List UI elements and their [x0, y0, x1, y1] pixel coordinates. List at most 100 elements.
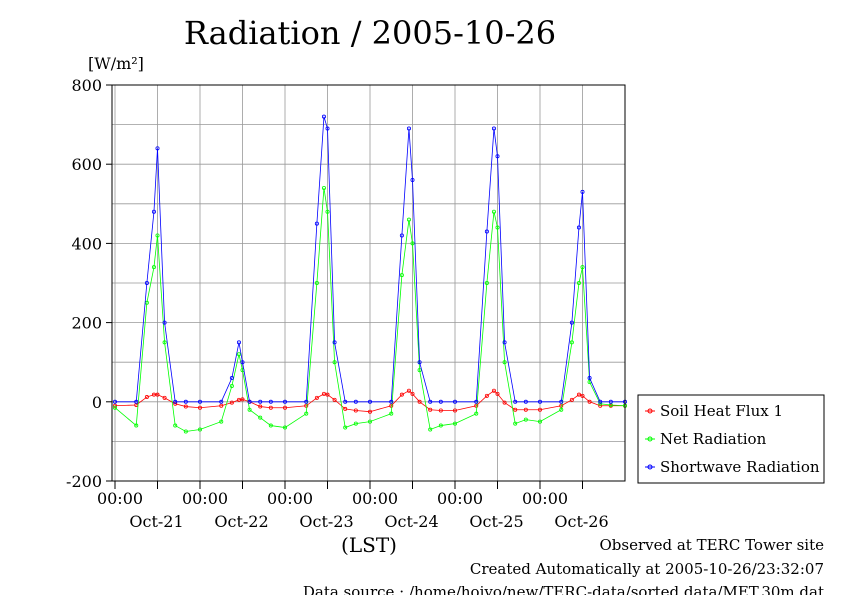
data-point [173, 399, 178, 404]
data-point [197, 427, 202, 432]
data-point [484, 280, 489, 285]
legend-label: Net Radiation [660, 430, 767, 448]
y-unit-label: [W/m²] [88, 54, 144, 73]
data-point [258, 399, 263, 404]
data-point [502, 340, 507, 345]
data-point [144, 280, 149, 285]
data-point [134, 423, 139, 428]
credits-observed: Observed at TERC Tower site [599, 536, 824, 554]
data-point [587, 399, 592, 404]
data-point [495, 154, 500, 159]
x-tick-date: Oct-26 [554, 512, 608, 531]
data-point [523, 407, 528, 412]
data-point [268, 399, 273, 404]
data-point [304, 403, 309, 408]
data-point [452, 399, 457, 404]
credits-created: Created Automatically at 2005-10-26/23:3… [469, 559, 824, 578]
data-point [258, 415, 263, 420]
data-point [314, 395, 319, 400]
series-line-0 [114, 390, 625, 413]
y-tick-label: 800 [71, 76, 102, 95]
data-point [523, 399, 528, 404]
data-point [417, 399, 422, 404]
data-point [151, 265, 156, 270]
data-point [332, 360, 337, 365]
y-tick-label: 200 [71, 314, 102, 333]
data-point [343, 425, 348, 430]
data-point [304, 411, 309, 416]
data-point [282, 405, 287, 410]
data-point [438, 423, 443, 428]
data-point [569, 340, 574, 345]
data-point [491, 388, 496, 393]
data-point [576, 392, 581, 397]
y-tick-label: 0 [92, 393, 102, 412]
data-point [162, 320, 167, 325]
data-point [513, 421, 518, 426]
plot-frame [111, 84, 626, 482]
legend-swatch-marker [647, 464, 653, 470]
data-point [523, 417, 528, 422]
data-point [452, 421, 457, 426]
x-axis-label: (LST) [341, 533, 397, 557]
x-tick-date: Oct-25 [469, 512, 523, 531]
data-point [325, 126, 330, 131]
x-tick-time: 00:00 [267, 489, 313, 508]
data-point [332, 340, 337, 345]
data-point [580, 189, 585, 194]
legend-box [637, 394, 825, 484]
data-point [474, 399, 479, 404]
data-point [452, 408, 457, 413]
data-point [219, 399, 224, 404]
data-point [353, 408, 358, 413]
x-tick-time: 00:00 [437, 489, 483, 508]
data-point [502, 360, 507, 365]
data-point [162, 395, 167, 400]
x-tick-time: 00:00 [522, 489, 568, 508]
data-point [155, 146, 160, 151]
data-point [321, 185, 326, 190]
data-point [240, 397, 245, 402]
data-point [229, 383, 234, 388]
data-point [410, 391, 415, 396]
x-tick-date: Oct-22 [214, 512, 268, 531]
x-tick-date: Oct-21 [129, 512, 183, 531]
data-point [513, 399, 518, 404]
series-line-2 [115, 116, 625, 403]
data-point [484, 393, 489, 398]
data-point [538, 419, 543, 424]
data-point [580, 265, 585, 270]
data-point [183, 429, 188, 434]
data-point [389, 399, 394, 404]
credits-source: Data source : /home/hoivo/new/TERC-data/… [302, 583, 824, 595]
x-tick-date: Oct-23 [299, 512, 353, 531]
data-point [502, 400, 507, 405]
data-point [183, 404, 188, 409]
x-tick-time: 00:00 [97, 489, 143, 508]
credits: Observed at TERC Tower site Created Auto… [303, 534, 824, 595]
data-point [353, 399, 358, 404]
data-point [134, 399, 139, 404]
data-point [268, 423, 273, 428]
data-point [183, 399, 188, 404]
data-point [332, 397, 337, 402]
y-tick-label: 400 [71, 234, 102, 253]
data-point [438, 399, 443, 404]
y-tick-label: 600 [71, 155, 102, 174]
data-point [399, 273, 404, 278]
data-point [598, 399, 603, 404]
legend-swatch-marker [647, 436, 653, 442]
data-point [240, 360, 245, 365]
data-point [173, 423, 178, 428]
data-point [438, 408, 443, 413]
data-point [538, 407, 543, 412]
data-point [491, 126, 496, 131]
data-point [229, 376, 234, 381]
data-point [258, 404, 263, 409]
data-point [389, 411, 394, 416]
chart-title: Radiation / 2005-10-26 [183, 14, 557, 52]
data-point [219, 403, 224, 408]
data-point [197, 405, 202, 410]
